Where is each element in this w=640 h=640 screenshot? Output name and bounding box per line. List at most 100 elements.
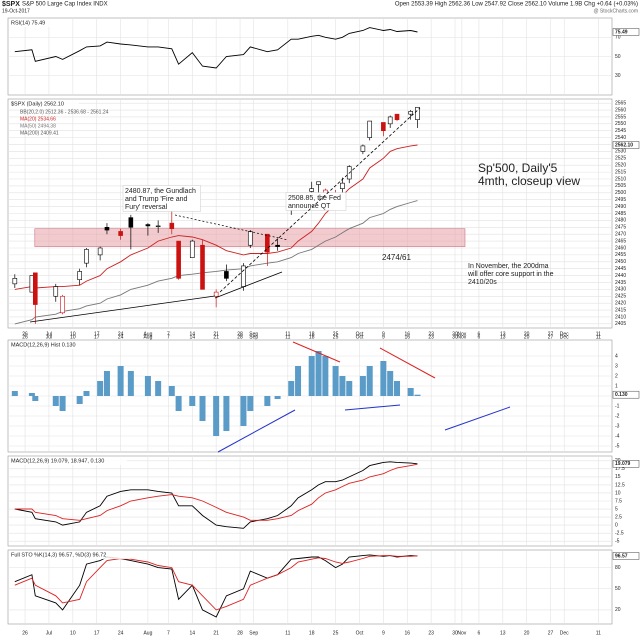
x-tick-label: 9 xyxy=(382,630,385,636)
date: 19-Oct-2017 xyxy=(2,8,30,14)
candle-body xyxy=(104,226,110,231)
y-tick-label: 50 xyxy=(615,586,621,592)
candle-body xyxy=(316,181,321,185)
series-line xyxy=(14,27,418,69)
histogram-bar xyxy=(52,396,59,406)
x-tick-label: 17 xyxy=(94,331,100,337)
last-tag xyxy=(612,390,640,399)
trend-lines xyxy=(29,107,511,453)
x-tick-label: 26 xyxy=(22,331,28,337)
x-tick-label: 9 xyxy=(382,334,385,340)
candle-body xyxy=(265,233,270,253)
histogram-bar xyxy=(103,371,110,396)
y-tick-label: 2475 xyxy=(615,225,626,231)
y-tick-label: 50 xyxy=(615,54,621,60)
x-tick-label: 18 xyxy=(309,334,315,340)
x-tick-label: Oct xyxy=(356,334,364,340)
x-tick-label: 7 xyxy=(167,334,170,340)
legend-entry: MA(200) 2409.41 xyxy=(20,130,59,136)
y-tick-label: 2495 xyxy=(615,197,626,203)
x-tick-label: Aug xyxy=(143,334,152,340)
candle-body xyxy=(12,278,18,285)
x-tick-label: 27 xyxy=(548,334,554,340)
y-tick-label: 2500 xyxy=(615,190,626,196)
y-tick-label: 2505 xyxy=(615,183,626,189)
x-tick-label: Jul xyxy=(46,331,52,337)
histogram-bar xyxy=(155,381,162,396)
histogram-bar xyxy=(288,381,295,396)
y-tick-label: 2 xyxy=(615,373,618,379)
histogram-bar xyxy=(59,396,66,411)
y-tick-label: 7.5 xyxy=(615,498,622,504)
y-tick-label: 15 xyxy=(615,474,621,480)
candle-body xyxy=(381,122,386,132)
x-tick-label: Aug xyxy=(143,331,152,337)
histogram-bar xyxy=(322,356,329,396)
x-tick-label: 20 xyxy=(524,331,530,337)
histogram-bar xyxy=(189,396,196,406)
x-tick-label: 30 xyxy=(452,331,458,337)
histogram-bar xyxy=(387,371,394,396)
histogram-bar xyxy=(11,391,18,396)
y-tick-label: 3 xyxy=(615,363,618,369)
y-tick-label: -2 xyxy=(615,413,620,419)
x-tick-label: 16 xyxy=(404,630,410,636)
legend-entry: MA(20) 2534.66 xyxy=(20,116,56,122)
x-tick-label: Sep xyxy=(249,630,258,636)
histogram-bar xyxy=(127,371,134,396)
x-tick-label: Nov xyxy=(457,630,466,636)
x-tick-label: 25 xyxy=(333,334,339,340)
x-tick-label: 23 xyxy=(428,334,434,340)
y-tick-label: 0 xyxy=(615,522,618,528)
y-tick-label: -4 xyxy=(615,433,620,439)
candle-body xyxy=(128,217,134,228)
y-tick-label: 2420 xyxy=(615,300,626,306)
y-tick-label: 12.5 xyxy=(615,482,625,488)
y-tick-label: 2540 xyxy=(615,135,626,141)
x-tick-label: Sep xyxy=(249,334,258,340)
y-tick-label: 2485 xyxy=(615,211,626,217)
panel-title: MACD(12,26,9) 19.079, 18.947, 0.130 xyxy=(11,458,104,464)
histogram-bar xyxy=(380,361,387,396)
y-tick-label: 2545 xyxy=(615,128,626,134)
y-tick-label: 2450 xyxy=(615,259,626,265)
histogram-bar xyxy=(223,396,230,431)
last-value: 75.49 xyxy=(615,29,628,35)
y-tick-label: 20 xyxy=(615,607,621,613)
panel-frame xyxy=(7,549,613,625)
annotation: 2480.87, the Gundlach xyxy=(125,188,196,195)
last-value: 19.079 xyxy=(615,461,631,467)
histogram-bar xyxy=(175,396,182,411)
x-tick-label: 6 xyxy=(478,334,481,340)
candle-body xyxy=(415,106,420,120)
candle-body xyxy=(77,271,82,281)
x-tick-label: 14 xyxy=(189,630,195,636)
series-line xyxy=(14,144,418,290)
y-tick-label: 2410 xyxy=(615,314,626,320)
candle-body xyxy=(247,231,253,246)
annotation: will offer core support in the xyxy=(467,271,554,278)
histogram-bar xyxy=(414,394,421,396)
trend-line xyxy=(444,406,511,431)
candle-body xyxy=(408,111,413,115)
histogram-bar xyxy=(332,366,339,396)
candle-body xyxy=(97,247,103,256)
panel-title: Full STO %K(14,3) 96.57, %D(3) 96.72 xyxy=(11,552,106,558)
x-tick-label: Nov xyxy=(457,334,466,340)
annotation-box xyxy=(285,192,347,211)
y-tick-label: -5 xyxy=(615,539,620,545)
x-tick-label: 28 xyxy=(237,334,243,340)
histogram-bar xyxy=(295,366,302,396)
y-tick-label: 2460 xyxy=(615,245,626,251)
histogram-bar xyxy=(83,391,90,396)
symbol-name: S&P 500 Large Cap Index INDX xyxy=(22,2,108,8)
x-tick-label: 30 xyxy=(452,630,458,636)
annotation: announce QT xyxy=(288,203,331,210)
series-line xyxy=(14,554,418,618)
x-tick-label: 27 xyxy=(548,630,554,636)
histogram-bar xyxy=(213,396,220,436)
y-tick-label: 2470 xyxy=(615,232,626,238)
x-tick-label: Nov xyxy=(457,331,466,337)
x-tick-label: 17 xyxy=(94,334,100,340)
